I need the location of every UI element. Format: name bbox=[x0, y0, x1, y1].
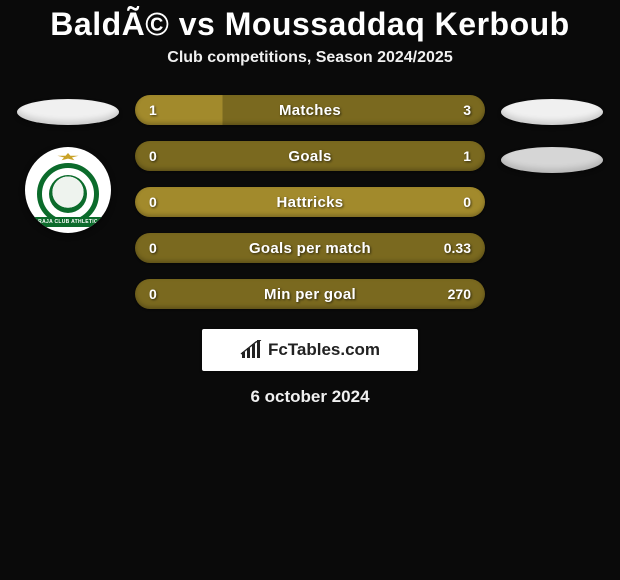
stat-label: Matches bbox=[279, 102, 341, 119]
stat-bar: 0 Min per goal 270 bbox=[135, 279, 485, 309]
badge-inner bbox=[49, 175, 87, 213]
stat-value-left: 1 bbox=[149, 102, 157, 118]
stat-value-right: 0.33 bbox=[444, 240, 471, 256]
stat-label: Goals bbox=[288, 148, 331, 165]
stat-label: Goals per match bbox=[249, 240, 371, 257]
branding-badge: FcTables.com bbox=[202, 329, 418, 371]
left-club-badge: RAJA CLUB ATHLETIC bbox=[25, 147, 111, 233]
branding-text: FcTables.com bbox=[268, 340, 380, 360]
stat-bar: 0 Hattricks 0 bbox=[135, 187, 485, 217]
badge-ribbon: RAJA CLUB ATHLETIC bbox=[33, 217, 103, 227]
stat-bars: 1 Matches 3 0 Goals 1 0 Hattricks 0 0 Goals per ma… bbox=[135, 95, 485, 309]
stat-label: Hattricks bbox=[277, 194, 344, 211]
stat-value-left: 0 bbox=[149, 286, 157, 302]
stat-value-left: 0 bbox=[149, 148, 157, 164]
stat-bar: 1 Matches 3 bbox=[135, 95, 485, 125]
stat-value-right: 0 bbox=[463, 194, 471, 210]
stat-label: Min per goal bbox=[264, 286, 356, 303]
page-subtitle: Club competitions, Season 2024/2025 bbox=[8, 49, 612, 67]
left-player-column: RAJA CLUB ATHLETIC bbox=[13, 95, 123, 233]
stat-bar: 0 Goals per match 0.33 bbox=[135, 233, 485, 263]
stat-value-right: 270 bbox=[448, 286, 471, 302]
comparison-infographic: BaldÃ© vs Moussaddaq Kerboub Club compet… bbox=[0, 0, 620, 407]
right-flag-ellipse-2 bbox=[501, 147, 603, 173]
right-flag-ellipse-1 bbox=[501, 99, 603, 125]
stat-value-left: 0 bbox=[149, 240, 157, 256]
stat-bar: 0 Goals 1 bbox=[135, 141, 485, 171]
stat-value-right: 3 bbox=[463, 102, 471, 118]
bar-chart-icon bbox=[240, 340, 262, 360]
main-row: RAJA CLUB ATHLETIC 1 Matches 3 0 Goals 1 0 Hatt… bbox=[8, 95, 612, 309]
left-flag-ellipse bbox=[17, 99, 119, 125]
page-title: BaldÃ© vs Moussaddaq Kerboub bbox=[8, 6, 612, 43]
badge-star-icon bbox=[57, 153, 79, 161]
stat-value-right: 1 bbox=[463, 148, 471, 164]
stat-value-left: 0 bbox=[149, 194, 157, 210]
footer-date: 6 october 2024 bbox=[8, 387, 612, 407]
right-player-column bbox=[497, 95, 607, 173]
